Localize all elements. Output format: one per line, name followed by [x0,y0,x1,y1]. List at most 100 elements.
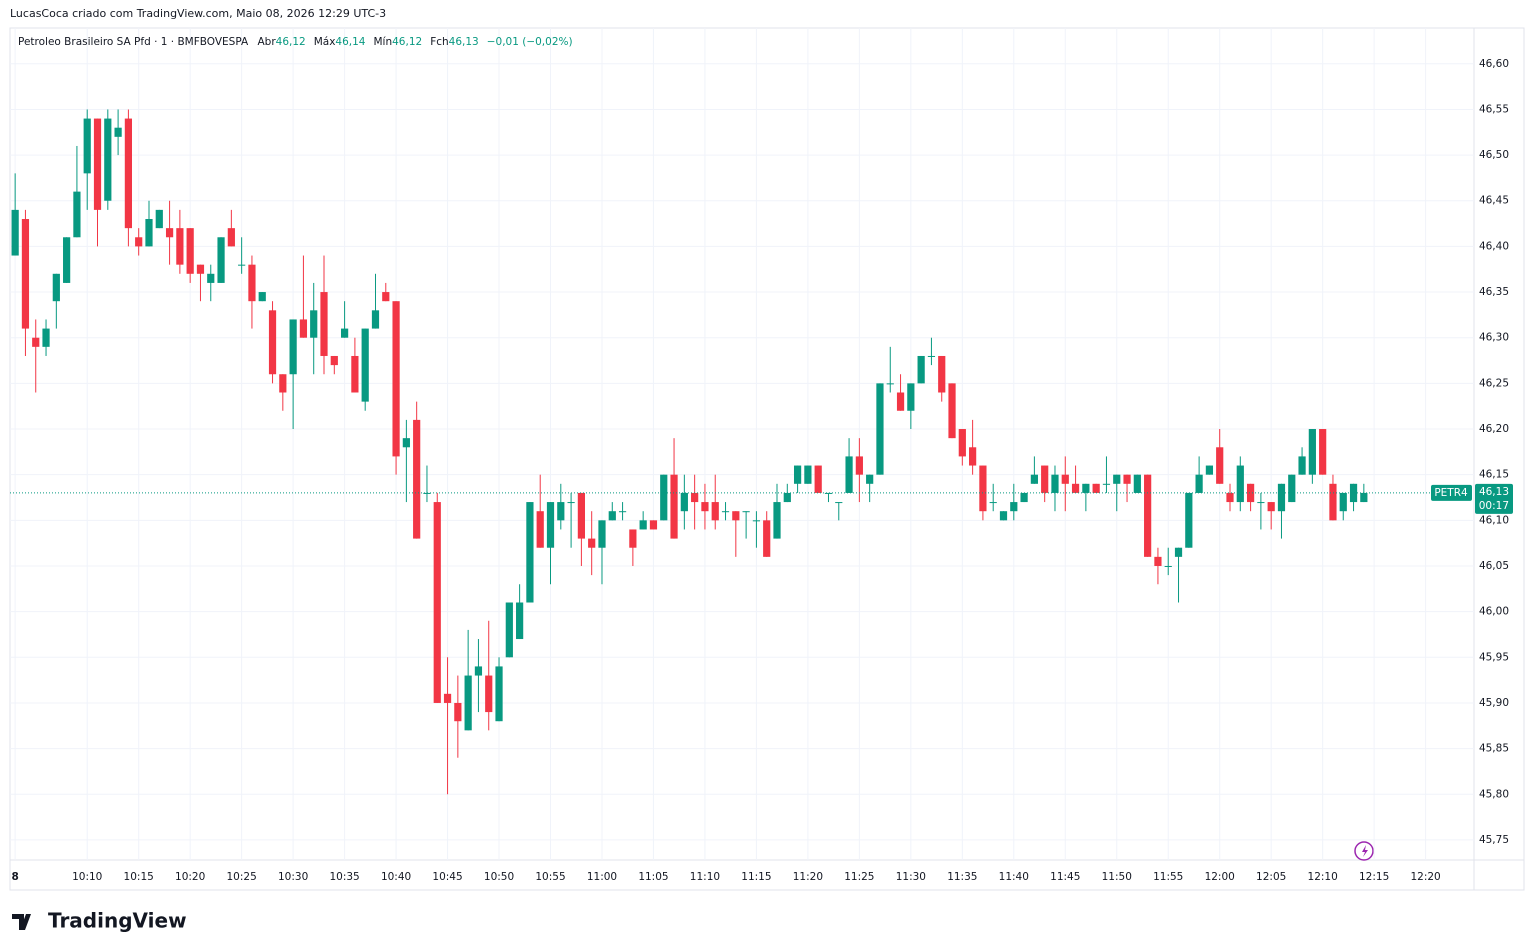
replay-icon[interactable] [1354,841,1374,861]
x-tick-label: 11:40 [999,871,1029,883]
candle-body [1298,456,1306,475]
candle-body [649,520,658,530]
instrument-name: Petroleo Brasileiro SA Pfd · 1 · BMFBOVE… [18,36,249,48]
candle-body [866,474,874,484]
candle-body [1092,483,1100,493]
candle-body [32,337,40,347]
legend-value: 46,13 [449,36,479,48]
candle-body [1071,483,1080,493]
candle-body [732,511,740,521]
candle-body [413,419,421,539]
legend-value: 46,12 [392,36,422,48]
candle-body [1164,565,1172,567]
candle-body [330,355,338,366]
candle-body [1226,492,1234,503]
candle-body [83,118,91,174]
legend-key: Mín [373,36,392,48]
grid [10,28,1474,860]
candle-body [876,383,884,475]
x-tick-label: 10:40 [381,871,411,883]
candle-body [1174,547,1183,557]
candle-body [310,310,318,338]
candle-body [1041,465,1049,493]
candle-body [1123,474,1131,484]
x-tick-label: 11:20 [793,871,823,883]
candle-body [886,383,894,385]
candle-body [320,292,328,356]
candle-body [917,355,925,384]
candle-body [660,474,668,521]
candle-body [1133,474,1141,493]
candle-body [680,492,688,512]
candle-body [104,118,112,201]
x-tick-label: 12:20 [1410,871,1440,883]
y-tick-label: 46,40 [1479,240,1509,252]
x-tick-label: 11:55 [1153,871,1183,883]
y-tick-label: 46,10 [1479,514,1509,526]
candle-body [1288,474,1296,503]
candle-body [382,292,390,302]
price-tag-label: 46,13 [1479,486,1509,498]
candle-body [1051,474,1059,493]
candle-body [371,310,380,329]
candle-body [124,118,132,229]
candle-body [1082,483,1090,493]
x-tick-label: 11:10 [690,871,720,883]
x-tick-label: 11:30 [896,871,926,883]
y-tick-label: 46,55 [1479,103,1509,115]
y-tick-label: 45,85 [1479,743,1509,755]
candle-body [598,520,606,548]
y-tick-label: 46,45 [1479,195,1509,207]
candle-body [752,520,761,522]
candle-body [495,666,503,722]
x-tick-label: 11:15 [741,871,771,883]
candle-body [1205,465,1214,475]
candle-body [1277,483,1286,512]
y-tick-label: 46,60 [1479,58,1509,70]
x-tick-label: 10:45 [432,871,462,883]
candle-body [1030,474,1038,484]
candle-body [1360,492,1368,503]
x-tick-label: 12:10 [1308,871,1338,883]
candle-body [742,511,750,513]
y-tick-label: 45,75 [1479,834,1509,846]
instrument-legend: Petroleo Brasileiro SA Pfd · 1 · BMFBOVE… [18,36,573,48]
candle-body [423,492,431,494]
candle-body [1154,556,1162,566]
candle-body [21,219,30,329]
y-tick-label: 46,35 [1479,286,1509,298]
candle-body [516,602,524,640]
candle-body [186,228,194,274]
candle-body [454,702,462,722]
x-tick-label: 12:00 [1205,871,1235,883]
candle-body [268,310,277,375]
candle-body [1349,483,1358,503]
candle-body [1144,474,1152,557]
candle-body [361,328,369,402]
x-tick-label: 10:55 [535,871,565,883]
candle-body [1020,492,1028,503]
candle-body [855,456,863,475]
candle-body [443,693,452,703]
candle-body [629,529,637,548]
candle-body [165,228,174,238]
x-tick-label: 10:25 [227,871,257,883]
candle-body [145,219,153,247]
candle-body [485,675,493,713]
candle-body [588,538,596,548]
x-tick-label: 10:20 [175,871,205,883]
legend-value: 46,14 [335,36,365,48]
candle-body [402,438,410,448]
candle-body [793,465,802,484]
y-tick-label: 45,90 [1479,697,1509,709]
candle-body [639,520,647,530]
candle-body [608,511,616,521]
legend-key: Fch [430,36,448,48]
x-tick-label: 11:05 [638,871,668,883]
candle-body [804,465,812,484]
y-tick-label: 46,30 [1479,332,1509,344]
candle-body [52,273,60,302]
candle-body [701,502,709,512]
candle-body [814,465,822,493]
x-tick-label: 11:25 [844,871,874,883]
